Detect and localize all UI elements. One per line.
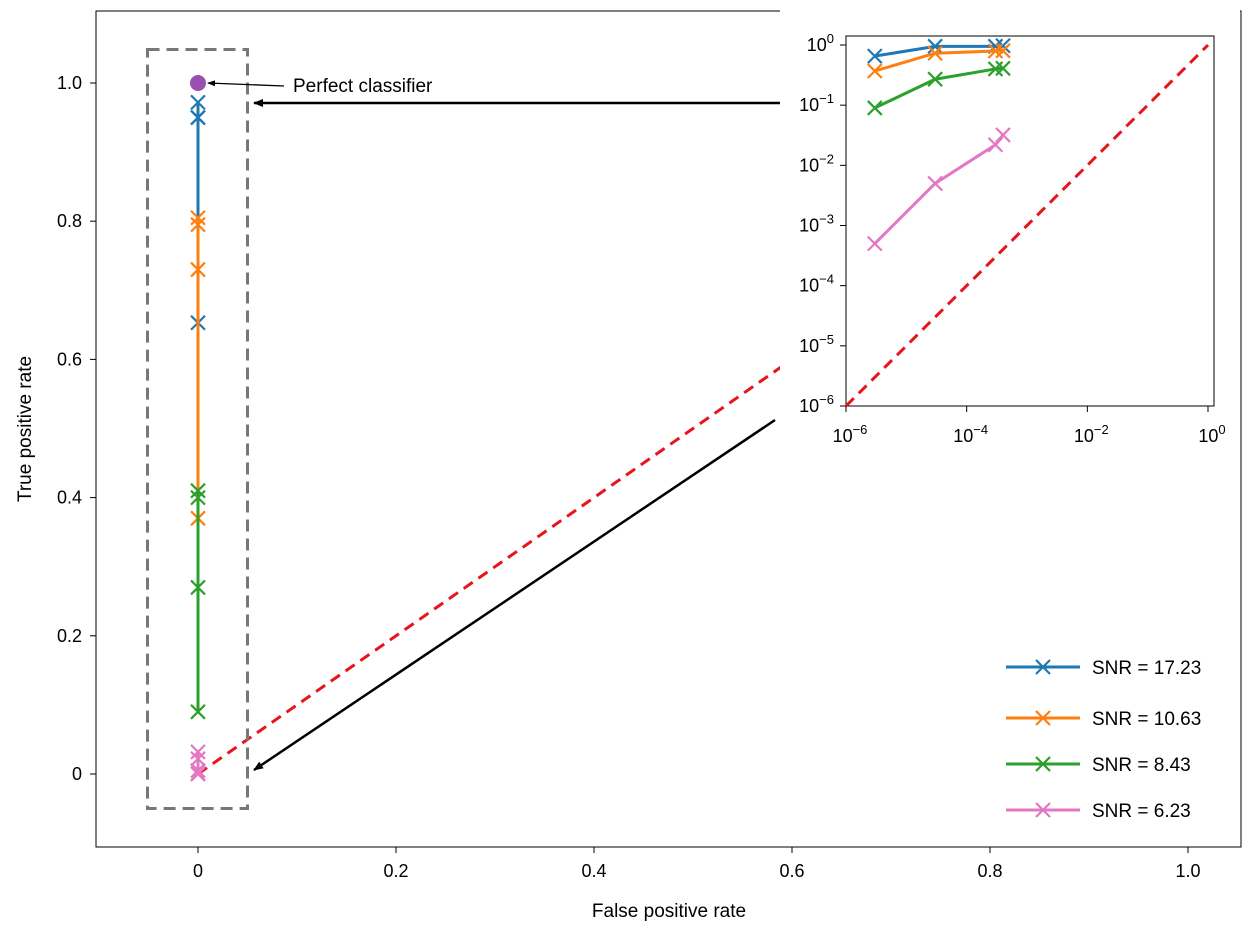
y-tick-label: 0.8: [57, 211, 82, 231]
legend-marker: [1035, 659, 1051, 675]
legend-item: SNR = 10.63: [1006, 709, 1201, 730]
inset-data-point: [927, 71, 943, 87]
x-tick-label: 0.2: [383, 861, 408, 881]
legend-item: SNR = 17.23: [1006, 658, 1201, 679]
inset-series-line: [874, 66, 1004, 110]
inset-data-point: [987, 136, 1004, 153]
series-1: [190, 209, 206, 527]
x-tick-label: 0.6: [779, 861, 804, 881]
legend-marker: [1035, 756, 1051, 772]
legend-item: SNR = 8.43: [1006, 755, 1191, 776]
inset-data-point: [995, 127, 1011, 143]
legend-label: SNR = 10.63: [1092, 709, 1201, 730]
data-point: [190, 109, 206, 126]
y-tick-label: 0.2: [57, 626, 82, 646]
inset-y-tick-label: 10−4: [799, 272, 834, 296]
legend-marker: [1035, 710, 1051, 726]
main-ticks: 0 0.2 0.4 0.6 0.8 1.0 0 0.2 0.4 0.6 0.8 1.0: [57, 73, 1201, 881]
inset-random-classifier-diagonal: [844, 43, 1210, 408]
x-tick-label: 0.8: [977, 861, 1002, 881]
inset-series: [867, 37, 1011, 252]
y-axis-label: True positive rate: [15, 356, 36, 502]
data-point: [190, 579, 206, 596]
inset-x-tick-label: 10−6: [833, 422, 868, 446]
data-point: [190, 751, 206, 767]
data-point: [190, 216, 206, 233]
inset-data-point: [995, 42, 1011, 59]
zoom-arrow-bottom: [253, 418, 776, 772]
y-tick-label: 0.4: [57, 488, 82, 508]
inset-x-tick-label: 10−4: [953, 422, 988, 446]
random-classifier-diagonal: [197, 81, 1189, 776]
data-point: [190, 762, 206, 779]
inset-data-point: [867, 48, 883, 64]
data-point: [190, 94, 206, 111]
inset-data-point: [867, 100, 883, 116]
inset-y-tick-label: 10−5: [799, 332, 834, 356]
inset-data-point: [927, 175, 943, 192]
perfect-classifier-point: [190, 75, 206, 91]
data-point: [190, 482, 206, 499]
inset-y-tick-label: 10−3: [799, 212, 834, 236]
data-point: [190, 209, 206, 226]
inset-y-tick-label: 10−2: [799, 151, 834, 175]
zoom-box: [146, 47, 249, 811]
inset-data-point: [927, 38, 943, 55]
inset-data-point: [867, 235, 883, 252]
inset-series-3: [867, 127, 1011, 252]
data-point: [190, 489, 206, 506]
inset-x-tick-label: 100: [1198, 422, 1225, 446]
perfect-classifier-label: Perfect classifier: [293, 76, 433, 97]
inset-background: [780, 0, 1240, 460]
x-tick-label: 1.0: [1175, 861, 1200, 881]
inset-data-point: [927, 45, 943, 62]
inset-data-point: [867, 63, 883, 79]
main-plot-frame: [95, 10, 1242, 848]
x-tick-label: 0.4: [581, 861, 606, 881]
data-point: [190, 704, 206, 720]
inset-x-tick-label: 10−2: [1074, 422, 1109, 446]
perfect-classifier-arrow: [207, 80, 285, 87]
inset-series-line: [874, 49, 1004, 73]
x-axis-label: False positive rate: [592, 901, 746, 922]
y-tick-label: 0.6: [57, 349, 82, 369]
inset-y-tick-label: 10−1: [799, 91, 834, 115]
legend-label: SNR = 17.23: [1092, 658, 1201, 679]
inset-y-tick-label: 100: [807, 31, 834, 55]
series-2: [190, 482, 206, 720]
y-tick-label: 0: [72, 764, 82, 784]
data-point: [190, 744, 206, 760]
legend-item: SNR = 6.23: [1006, 801, 1191, 822]
inset-series-1: [867, 42, 1011, 79]
inset-y-tick-label: 10−6: [799, 392, 834, 416]
y-tick-label: 1.0: [57, 73, 82, 93]
legend: SNR = 17.23 SNR = 10.63 SNR = 8.43 SNR = 6.…: [1006, 658, 1201, 822]
legend-marker: [1035, 802, 1051, 818]
inset-data-point: [995, 60, 1011, 77]
data-point: [190, 261, 206, 278]
legend-label: SNR = 8.43: [1092, 755, 1191, 776]
x-tick-label: 0: [193, 861, 203, 881]
inset-ticks: 10−6 10−4 10−2 100 10−6 10−5 10−4 10−3 10−2 10−1 1…: [799, 31, 1225, 446]
inset-series-2: [867, 60, 1011, 116]
inset-frame: [845, 35, 1215, 407]
legend-label: SNR = 6.23: [1092, 801, 1191, 822]
data-point: [190, 766, 206, 782]
main-series: [190, 94, 206, 782]
